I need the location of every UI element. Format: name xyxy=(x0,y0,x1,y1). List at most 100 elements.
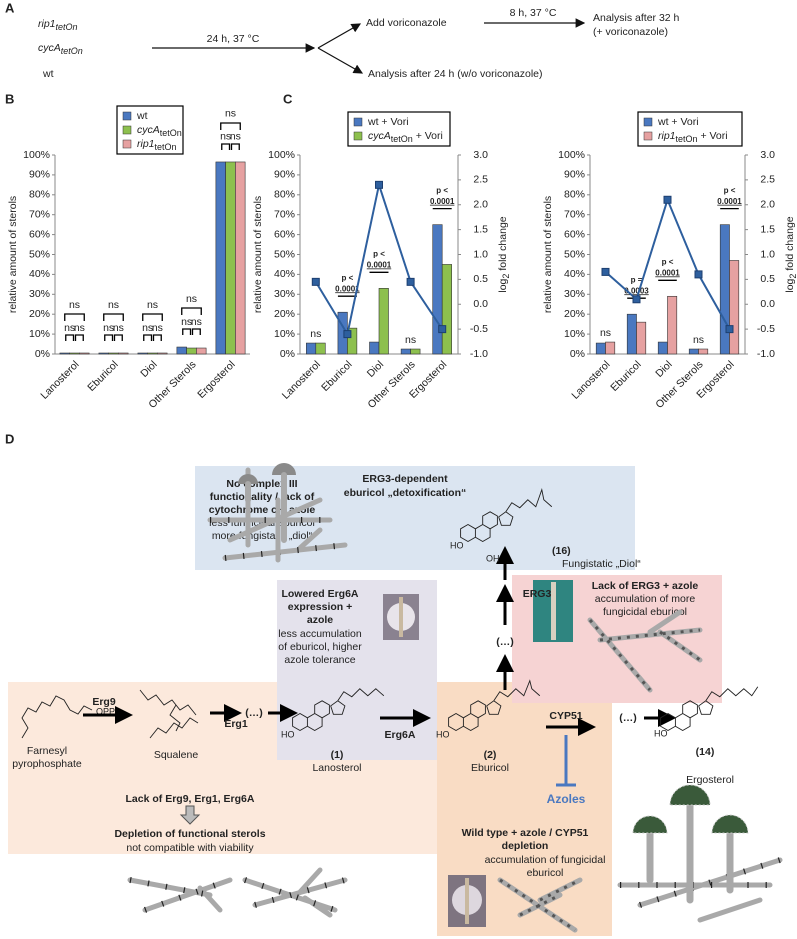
y2-tick-label: 0.5 xyxy=(473,273,488,285)
bracket xyxy=(143,334,162,342)
inhibition xyxy=(556,735,576,787)
annotation: ns xyxy=(69,299,80,311)
bar xyxy=(215,161,226,355)
conidia xyxy=(632,784,749,834)
effect: less accumulation xyxy=(278,628,362,640)
y2-tick-label: 3.0 xyxy=(760,149,775,161)
arrow xyxy=(317,47,364,74)
y-tick-label: 10% xyxy=(274,328,295,340)
strain-name: rip1 xyxy=(38,18,56,30)
annotation: ns xyxy=(113,322,124,334)
result-label: Analysis after 32 h xyxy=(593,12,680,24)
y-tick-label: 20% xyxy=(29,308,50,320)
compound-name: Farnesyl xyxy=(27,745,67,757)
legend-sub: tetOn xyxy=(155,142,177,152)
bar xyxy=(729,260,740,355)
molecule xyxy=(460,488,553,543)
molecule-label: HO xyxy=(450,540,464,550)
legend-label: rip1tetOn + Vori xyxy=(658,130,728,145)
bar xyxy=(176,346,187,355)
legend-name: rip1 xyxy=(658,130,676,142)
result-label: (+ voriconazole) xyxy=(593,26,668,38)
molecule xyxy=(448,679,541,732)
condition: azole xyxy=(307,614,333,626)
hyphae xyxy=(127,463,783,933)
y2-tick-label: 0.0 xyxy=(473,298,488,310)
compound-id: (1) xyxy=(331,749,344,761)
bar xyxy=(378,288,389,355)
legend-swatch xyxy=(122,125,132,135)
annotation: 0.0001 xyxy=(717,197,742,206)
line-marker xyxy=(406,277,415,286)
step-label: 8 h, 37 °C xyxy=(510,7,557,19)
panel-label: B xyxy=(5,91,14,106)
annotation: p < xyxy=(662,257,674,266)
legend-swatch xyxy=(353,131,363,141)
x-tick-label: Lanosterol xyxy=(38,359,81,402)
bar xyxy=(719,224,730,355)
legend-label: cycAtetOn xyxy=(137,124,182,139)
y-tick-label: 90% xyxy=(274,169,295,181)
ellipsis: (…) xyxy=(619,712,637,724)
annotation: 0.0003 xyxy=(624,286,649,295)
line-marker xyxy=(694,270,703,279)
y-tick-label: 80% xyxy=(564,189,585,201)
legend-name: wt xyxy=(657,116,669,128)
annotation: ns xyxy=(220,131,231,143)
effect: accumulation of fungicidal xyxy=(485,854,606,866)
effect: not compatible with viability xyxy=(126,842,254,854)
bar xyxy=(79,352,90,355)
y2-tick-label: -1.0 xyxy=(470,348,488,360)
y-tick-label: 0% xyxy=(35,348,50,360)
y2-tick-label: 1.0 xyxy=(760,248,775,260)
x-tick-label: Diol xyxy=(365,359,386,380)
bar xyxy=(400,348,411,355)
annotation: ns xyxy=(186,293,197,305)
panel-a: A rip1tetOn cycAtetOn wt 24 h, 37 °C Add… xyxy=(5,0,680,79)
annotation: ns xyxy=(147,299,158,311)
result-label: Analysis after 24 h (w/o voriconazole) xyxy=(368,68,543,80)
bar xyxy=(59,352,70,355)
bar xyxy=(432,224,443,355)
molecule-label: HO xyxy=(436,729,450,739)
y-tick-label: 20% xyxy=(564,308,585,320)
bar xyxy=(636,321,647,355)
molecules xyxy=(21,488,759,739)
y-tick-label: 80% xyxy=(274,189,295,201)
y2-label-part: log xyxy=(497,278,509,292)
y-tick-label: 40% xyxy=(274,268,295,280)
y2-tick-label: 0.0 xyxy=(760,298,775,310)
bar xyxy=(605,341,616,355)
y-tick-label: 100% xyxy=(23,149,50,161)
molecule xyxy=(660,686,759,732)
effect: accumulation of more xyxy=(595,593,696,605)
line-marker xyxy=(375,180,383,189)
line-marker xyxy=(725,325,734,334)
bracket xyxy=(220,122,241,130)
bar xyxy=(306,342,317,355)
box-title: eburicol „detoxification“ xyxy=(344,487,467,499)
effect: azole tolerance xyxy=(284,654,355,666)
legend-swatch xyxy=(643,117,653,127)
annotation: ns xyxy=(191,316,202,328)
molecule xyxy=(292,688,385,732)
molecule-label: OPP xyxy=(96,706,115,716)
legend-box xyxy=(637,111,743,147)
bracket xyxy=(65,334,84,342)
legend-label: wt + Vori xyxy=(657,116,699,128)
y-tick-label: 40% xyxy=(29,268,50,280)
legend-name: wt xyxy=(136,110,148,122)
legend-label: wt + Vori xyxy=(367,116,409,128)
legend-sub: tetOn xyxy=(676,134,698,144)
bracket xyxy=(142,313,163,322)
y2-axis-label: log2 fold change xyxy=(784,216,797,292)
line-marker xyxy=(601,267,610,276)
y2-tick-label: 0.5 xyxy=(760,273,775,285)
bar xyxy=(595,342,606,355)
bar xyxy=(235,161,246,355)
legend-label: wt xyxy=(136,110,148,122)
y-tick-label: 30% xyxy=(29,288,50,300)
annotation: ns xyxy=(405,334,416,346)
legend-swatch xyxy=(643,131,653,141)
y-tick-label: 90% xyxy=(564,169,585,181)
